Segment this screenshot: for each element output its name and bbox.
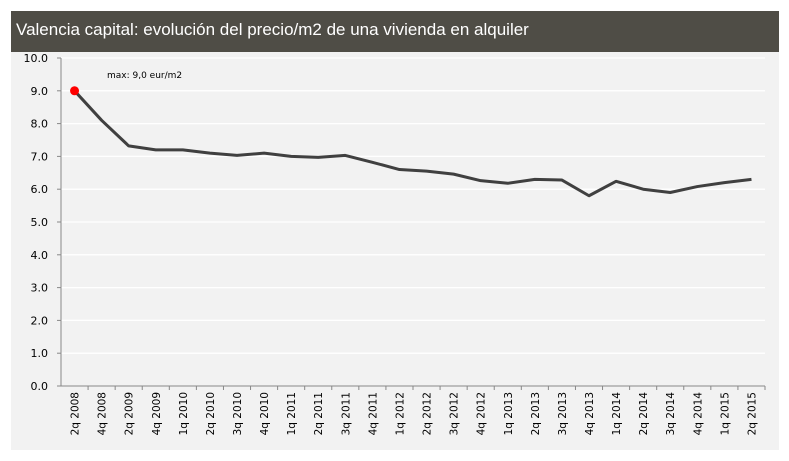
x-tick-label: 1q 2012 <box>394 392 406 435</box>
x-tick-label: 4q 2010 <box>259 392 271 435</box>
max-marker <box>70 86 80 96</box>
x-tick-label: 4q 2011 <box>367 392 379 435</box>
chart-title: Valencia capital: evolución del precio/m… <box>16 20 529 39</box>
y-tick-label: 7.0 <box>31 150 49 163</box>
y-tick-label: 5.0 <box>31 216 49 229</box>
y-tick-label: 3.0 <box>31 282 49 295</box>
x-tick-label: 2q 2008 <box>70 392 82 435</box>
y-tick-label: 4.0 <box>31 249 49 262</box>
y-tick-label: 1.0 <box>31 347 49 360</box>
x-tick-label: 2q 2015 <box>746 392 758 435</box>
x-tick-label: 2q 2009 <box>124 392 136 435</box>
y-tick-label: 0.0 <box>31 380 49 393</box>
x-tick-label: 3q 2011 <box>340 392 352 435</box>
y-tick-label: 9.0 <box>31 85 49 98</box>
x-tick-label: 2q 2013 <box>530 392 542 435</box>
x-tick-label: 1q 2013 <box>503 392 515 435</box>
x-tick-label: 3q 2010 <box>232 392 244 435</box>
x-tick-label: 2q 2014 <box>638 392 650 436</box>
y-tick-label: 2.0 <box>31 314 49 327</box>
x-tick-label: 2q 2010 <box>205 392 217 435</box>
price-line <box>73 89 752 198</box>
y-tick-label: 8.0 <box>31 118 49 131</box>
x-tick-label: 3q 2013 <box>557 392 569 435</box>
x-tick-label: 4q 2012 <box>476 392 488 435</box>
x-tick-label: 1q 2011 <box>286 392 298 435</box>
y-tick-label: 10.0 <box>24 52 49 65</box>
x-tick-label: 4q 2008 <box>97 392 109 435</box>
x-tick-label: 4q 2014 <box>692 392 704 436</box>
x-tick-label: 1q 2014 <box>611 392 623 436</box>
x-tick-label: 1q 2010 <box>178 392 190 435</box>
x-tick-label: 3q 2014 <box>665 392 677 436</box>
x-tick-label: 1q 2015 <box>719 392 731 435</box>
title-bar: Valencia capital: evolución del precio/m… <box>11 11 779 52</box>
x-tick-label: 4q 2009 <box>151 392 163 435</box>
chart-area <box>11 52 779 450</box>
y-tick-label: 6.0 <box>31 183 49 196</box>
max-annotation: max: 9,0 eur/m2 <box>107 71 182 81</box>
x-tick-label: 2q 2012 <box>422 392 434 435</box>
x-tick-label: 3q 2012 <box>449 392 461 435</box>
x-tick-label: 2q 2011 <box>313 392 325 435</box>
x-tick-label: 4q 2013 <box>584 392 596 435</box>
